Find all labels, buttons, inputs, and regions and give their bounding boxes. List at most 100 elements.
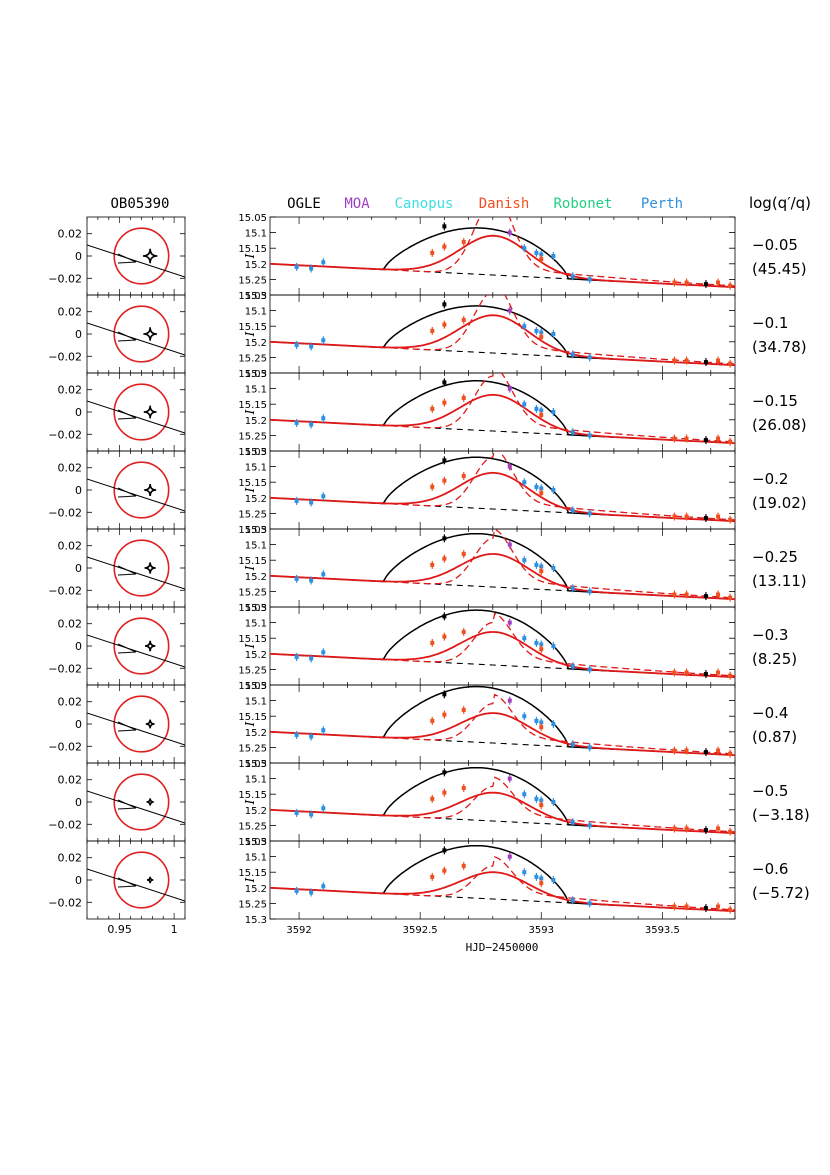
- data-point-ogle: [442, 302, 447, 307]
- y-tick-label: 15.25: [238, 743, 267, 754]
- panel-6: 0.02 0 −0.02 15.05 15.1 15.15 15.2 15.25 15.3 I −0…: [48, 681, 797, 770]
- panel-5: 0.02 0 −0.02 15.05 15.1 15.15 15.2 15.25 15.3 I −0…: [48, 603, 797, 692]
- trajectory-arrow: [117, 643, 137, 654]
- data-point-danish: [430, 796, 435, 801]
- caustic-y-tick-label: 0.02: [58, 384, 83, 397]
- source-circle: [113, 383, 170, 441]
- y-tick-label: 15.1: [245, 853, 267, 864]
- data-point-danish: [716, 592, 721, 597]
- data-point-danish: [672, 280, 677, 285]
- data-point-moa: [507, 386, 512, 391]
- data-point-perth: [587, 589, 592, 594]
- caustic-y-tick-label: −0.02: [48, 818, 82, 831]
- caustic-curve: [144, 562, 156, 574]
- data-point-perth: [522, 246, 527, 251]
- caustic-curve: [146, 876, 154, 884]
- data-point-perth: [539, 564, 544, 569]
- source-circle: [113, 773, 170, 831]
- data-point-danish: [430, 640, 435, 645]
- trajectory-arrow: [117, 721, 137, 732]
- source-circle: [113, 617, 170, 675]
- y-tick-label: 15.25: [238, 665, 267, 676]
- panel-3: 0.02 0 −0.02 15.05 15.1 15.15 15.2 15.25 15.3 I −0…: [48, 447, 806, 536]
- data-point-danish: [430, 250, 435, 255]
- caustic-title: OB05390: [110, 196, 169, 212]
- red-model-curve: [270, 712, 735, 757]
- caustic-curve: [142, 248, 158, 264]
- data-point-perth: [321, 494, 326, 499]
- data-point-perth: [294, 420, 299, 425]
- log-ratio-label: −0.05: [752, 236, 798, 254]
- y-axis-label: I: [243, 721, 257, 727]
- y-tick-label: 15.15: [238, 868, 267, 879]
- caustic-y-tick-label: 0: [75, 328, 82, 341]
- data-point-danish: [672, 358, 677, 363]
- data-point-perth: [570, 898, 575, 903]
- caustic-curve: [143, 405, 157, 419]
- data-point-danish: [442, 868, 447, 873]
- data-point-perth: [294, 810, 299, 815]
- caustic-y-tick-label: 0.02: [58, 540, 83, 553]
- caustic-y-tick-label: −0.02: [48, 896, 82, 909]
- data-point-ogle: [703, 672, 708, 677]
- y-tick-label: 15.15: [238, 322, 267, 333]
- data-point-danish: [672, 592, 677, 597]
- trajectory-arrow: [117, 487, 137, 498]
- data-point-perth: [570, 586, 575, 591]
- y-axis-label: I: [243, 799, 257, 805]
- caustic-curve: [143, 327, 157, 341]
- data-point-perth: [551, 254, 556, 258]
- data-point-danish: [716, 904, 721, 909]
- figure-header: OB05390 OGLE MOA Canopus Danish Robonet Perth…: [110, 194, 811, 212]
- y-tick-label: 15.05: [238, 837, 267, 848]
- data-point-perth: [539, 252, 544, 257]
- data-point-perth: [294, 342, 299, 347]
- panel-7: 0.02 0 −0.02 15.05 15.1 15.15 15.2 15.25 15.3 I −0…: [48, 759, 809, 848]
- data-point-moa: [507, 698, 512, 703]
- data-point-perth: [522, 402, 527, 407]
- trajectory-arrow: [117, 409, 137, 420]
- data-point-danish: [461, 707, 466, 712]
- y-tick-label: 15.2: [245, 806, 267, 817]
- data-point-ogle: [703, 828, 708, 833]
- data-point-perth: [570, 742, 575, 747]
- data-point-danish: [672, 748, 677, 753]
- data-point-danish: [539, 257, 544, 262]
- data-point-ogle: [703, 906, 708, 911]
- data-point-danish: [461, 317, 466, 322]
- data-point-perth: [539, 330, 544, 335]
- caustic-y-tick-label: 0: [75, 640, 82, 653]
- data-point-danish: [728, 439, 733, 444]
- data-point-perth: [551, 332, 556, 336]
- data-point-moa: [507, 542, 512, 547]
- y-tick-label: 15.05: [238, 447, 267, 458]
- data-point-ogle: [442, 380, 447, 385]
- caustic-curve: [144, 483, 157, 497]
- caustic-y-tick-label: 0: [75, 250, 82, 263]
- legend-perth: Perth: [641, 196, 683, 212]
- data-point-ogle: [442, 848, 447, 853]
- caustic-y-tick-label: 0: [75, 406, 82, 419]
- y-tick-label: 15.3: [245, 837, 267, 848]
- data-point-danish: [672, 436, 677, 441]
- data-point-perth: [551, 644, 556, 648]
- y-tick-label: 15.05: [238, 681, 267, 692]
- y-tick-label: 15.25: [238, 821, 267, 832]
- caustic-y-tick-label: 0: [75, 718, 82, 731]
- delta-chi2-label: (19.02): [752, 494, 807, 512]
- data-point-danish: [684, 358, 689, 363]
- data-point-danish: [442, 712, 447, 717]
- y-tick-label: 15.1: [245, 385, 267, 396]
- y-tick-label: 15.3: [245, 759, 267, 770]
- red-model-curve: [270, 393, 735, 445]
- data-point-perth: [570, 430, 575, 435]
- delta-chi2-label: (−5.72): [752, 884, 810, 902]
- log-ratio-label: −0.4: [752, 704, 788, 722]
- caustic-curve: [144, 640, 156, 652]
- y-tick-label: 15.15: [238, 478, 267, 489]
- data-point-perth: [570, 352, 575, 357]
- data-point-moa: [507, 464, 512, 469]
- data-point-danish: [539, 491, 544, 496]
- data-point-danish: [539, 725, 544, 730]
- black-model-curve: [270, 305, 735, 366]
